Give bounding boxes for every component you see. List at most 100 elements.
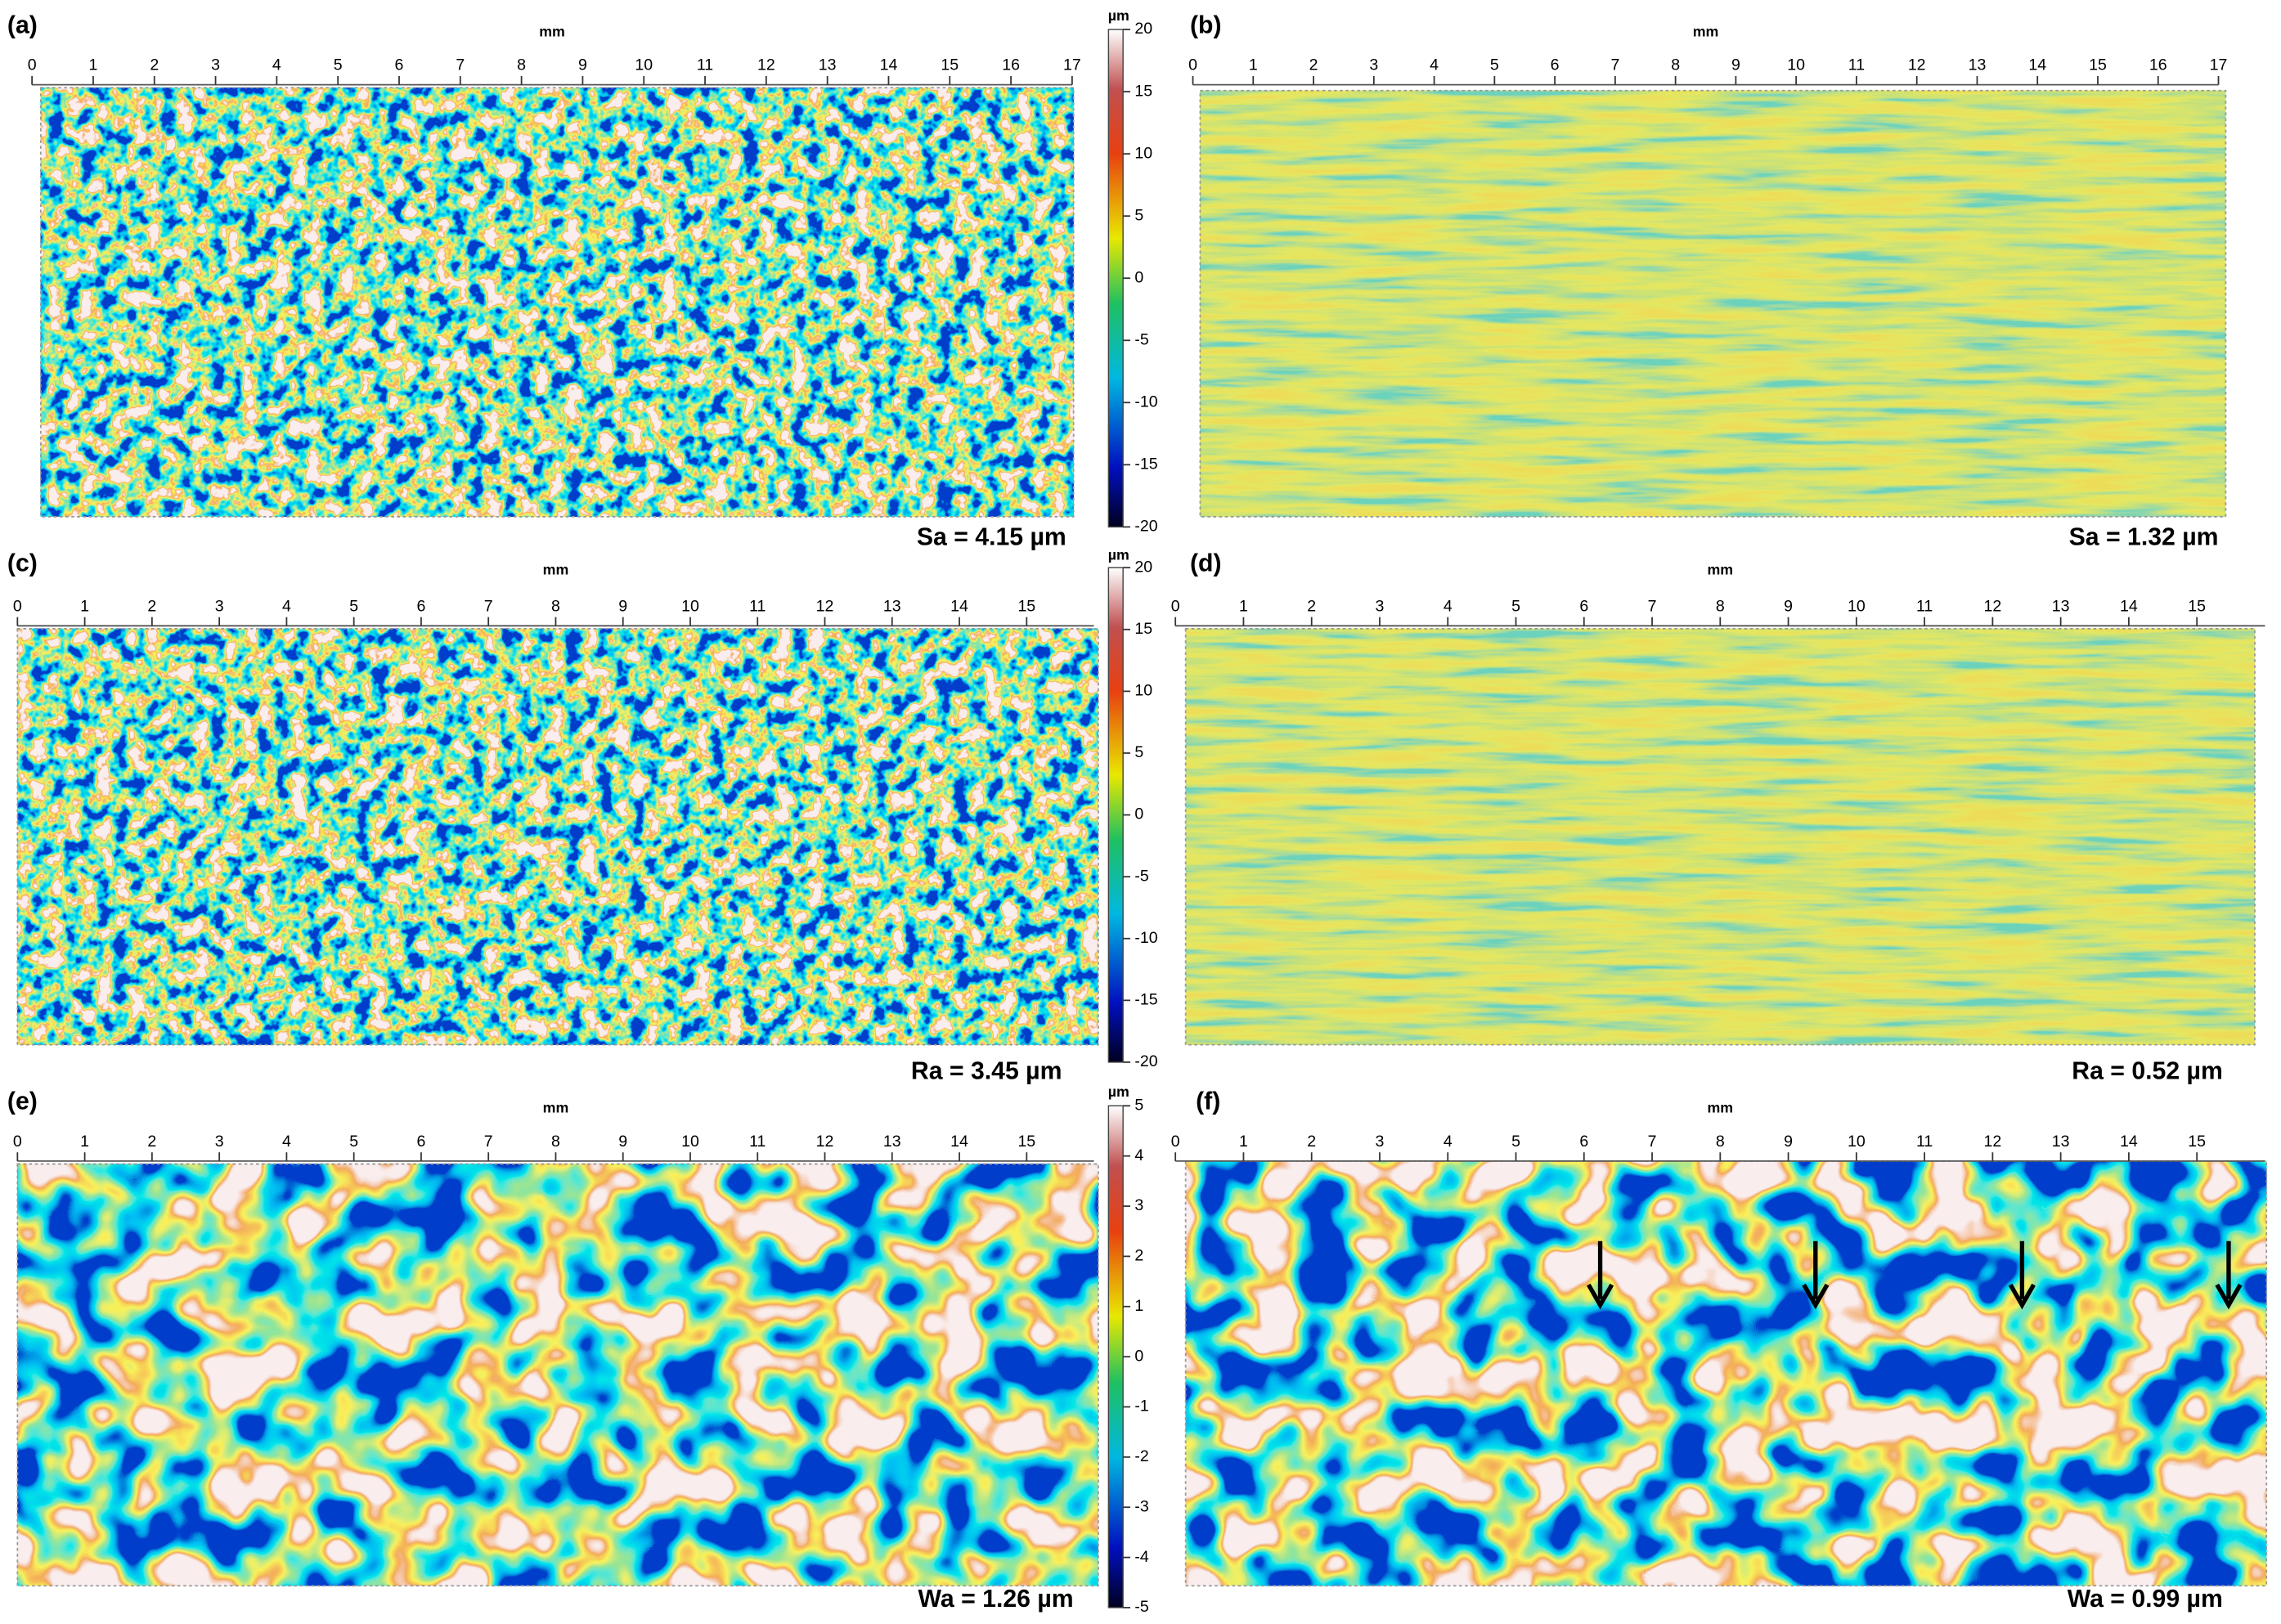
tick-label: 9 [1784,1133,1793,1151]
colorbar-tick-label: 0 [1134,805,1143,823]
colorbar-tick-label: -20 [1134,518,1157,536]
tick-label: 14 [950,597,968,615]
tick-label: 0 [13,1133,22,1151]
tick-label: 4 [272,56,281,74]
tick-label: 16 [2149,56,2167,74]
tick-label: 7 [1648,1133,1657,1151]
tick-label: 14 [2028,56,2046,74]
result-label: Sa = 1.32 µm [2069,524,2219,551]
surface-map [1185,1160,2267,1586]
tick-label: 8 [1716,1133,1725,1151]
tick-label: 9 [1784,597,1793,615]
tick-label: 10 [635,56,653,74]
tick-label: 13 [883,597,901,615]
tick-label: 15 [1017,597,1035,615]
tick-label: 7 [484,1133,493,1151]
tick-label: 10 [681,1133,699,1151]
colorbar-tick-label: -5 [1134,330,1149,348]
colorbar-tick-label: 20 [1134,558,1152,576]
panel-label: (e) [7,1088,38,1115]
colorbar-tick-label: 3 [1134,1196,1143,1214]
tick-label: 14 [880,56,898,74]
panel-label: (c) [7,550,38,577]
tick-label: 2 [1307,597,1316,615]
tick-label: 1 [89,56,98,74]
colorbar [1107,29,1124,528]
colorbar-tick-label: -3 [1134,1497,1149,1515]
tick-label: 8 [551,597,560,615]
tick-label: 12 [816,1133,834,1151]
tick-label: 15 [2188,1133,2206,1151]
colorbar-tick-label: 1 [1134,1297,1143,1315]
colorbar-tick-label: 15 [1134,82,1152,100]
tick-label: 1 [80,597,89,615]
tick-label: 14 [2120,597,2138,615]
tick-label: 9 [618,1133,627,1151]
surface-map [1185,628,2255,1045]
tick-label: 6 [1551,56,1560,74]
tick-label: 17 [2210,56,2228,74]
result-label: Sa = 4.15 µm [917,524,1066,551]
colorbar-tick-label: 4 [1134,1146,1143,1164]
tick-label: 8 [551,1133,560,1151]
colorbar-tick-label: -15 [1134,991,1157,1009]
tick-label: 7 [484,597,493,615]
tick-label: 9 [1731,56,1740,74]
tick-label: 5 [349,1133,358,1151]
colorbar-unit: µm [1108,7,1129,24]
colorbar-unit: µm [1108,1083,1129,1100]
arrow [1802,1240,1830,1310]
arrow [2008,1240,2036,1310]
tick-label: 9 [618,597,627,615]
tick-label: 12 [1983,597,2001,615]
axis-title: mm [543,561,569,577]
colorbar-tick-label: 0 [1134,268,1143,286]
tick-label: 4 [1444,1133,1453,1151]
tick-label: 3 [1376,1133,1385,1151]
colorbar-tick-label: 15 [1134,620,1152,638]
colorbar-tick-label: -4 [1134,1548,1149,1566]
tick-label: 11 [1848,56,1865,74]
colorbar-tick-label: 2 [1134,1247,1143,1265]
tick-label: 15 [941,56,959,74]
tick-label: 10 [1848,597,1866,615]
tick-label: 5 [1511,597,1520,615]
colorbar-tick-label: -20 [1134,1052,1157,1070]
colorbar-tick-label: -10 [1134,929,1157,947]
tick-label: 8 [1716,597,1725,615]
tick-label: 5 [334,56,343,74]
tick-label: 13 [2052,1133,2070,1151]
surface-map [1200,90,2226,517]
tick-label: 10 [1787,56,1805,74]
tick-label: 5 [1490,56,1499,74]
axis-title: mm [1708,561,1734,577]
result-label: Ra = 0.52 µm [2072,1057,2223,1084]
panel-label: (a) [7,11,38,38]
panel-label: (d) [1190,550,1222,577]
tick-label: 8 [517,56,526,74]
tick-label: 1 [1239,1133,1248,1151]
arrow [2215,1240,2243,1310]
tick-label: 12 [1908,56,1926,74]
map-border [1199,89,2227,518]
colorbar-tick-label: -5 [1134,1598,1149,1616]
tick-label: 17 [1063,56,1081,74]
surface-map [17,628,1098,1045]
colorbar-tick-label: 20 [1134,20,1152,38]
colorbar-unit: µm [1108,547,1129,563]
map-border [16,627,1099,1046]
tick-label: 1 [1239,597,1248,615]
tick-label: 13 [819,56,837,74]
tick-label: 11 [1916,1133,1933,1151]
tick-label: 4 [282,1133,291,1151]
tick-label: 13 [2052,597,2070,615]
tick-label: 0 [28,56,37,74]
tick-label: 6 [416,1133,425,1151]
surface-map [17,1164,1098,1586]
map-border [1184,1160,2268,1587]
colorbar-tick-label: -5 [1134,867,1149,885]
panel-label: (f) [1196,1088,1220,1115]
result-label: Ra = 3.45 µm [911,1057,1062,1084]
tick-label: 11 [1916,597,1933,615]
